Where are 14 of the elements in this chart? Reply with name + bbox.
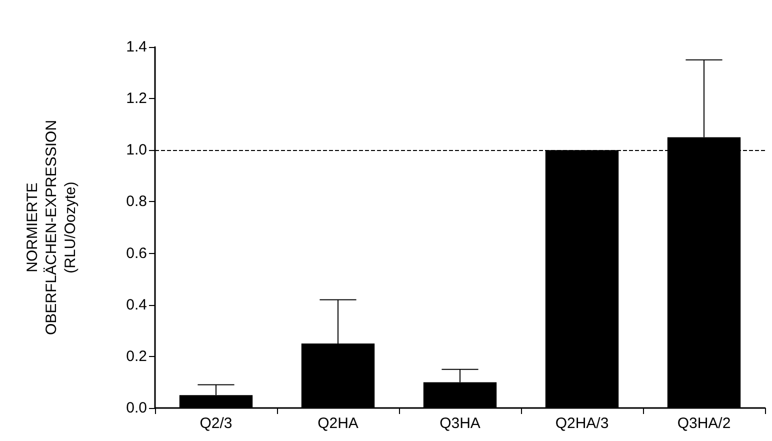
x-tick-label: Q3HA/2: [677, 415, 731, 432]
y-tick-label: 0.6: [126, 244, 147, 262]
x-tick-label: Q3HA: [440, 415, 480, 432]
y-tick-label: 1.4: [126, 38, 147, 56]
y-tick-label: 0.2: [126, 348, 147, 365]
y-tick-label: 0.4: [126, 296, 147, 314]
y-axis-title: NORMIERTE OBERFLÄCHEN-EXPRESSION (RLU/Oozyte): [24, 120, 79, 336]
y-tick-label: 0.8: [126, 193, 147, 210]
x-tick-label: Q2HA: [318, 415, 358, 432]
y-tick-label: 1.2: [126, 90, 147, 108]
y-tick-label: 1.0: [126, 142, 147, 159]
x-tick-label: Q2HA/3: [555, 415, 609, 432]
x-tick-label: Q2/3: [200, 415, 232, 432]
y-tick-label: 0.0: [126, 400, 147, 416]
